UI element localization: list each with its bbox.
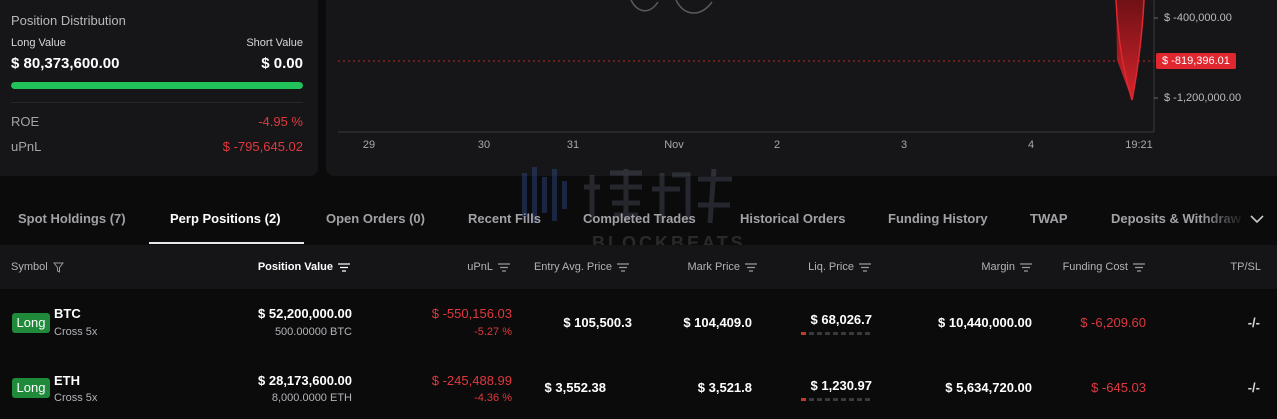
short-value-label: Short Value — [246, 37, 303, 49]
upnl-value: $ -550,156.03 — [431, 306, 512, 321]
funding-cost: $ -6,209.60 — [1080, 315, 1146, 330]
header-label: Symbol — [11, 261, 48, 273]
side-badge: Long — [12, 378, 50, 398]
position-size: 500.00000 BTC — [274, 326, 352, 338]
roe-label: ROE — [11, 114, 40, 129]
long-share-fill — [11, 82, 303, 89]
liq-price: $ 68,026.7 — [810, 312, 872, 327]
x-tick-label: 31 — [566, 139, 580, 151]
leverage: Cross 5x — [54, 326, 98, 338]
pnl-chart[interactable] — [326, 0, 1277, 176]
divider — [11, 102, 303, 103]
header-entry-price[interactable]: Entry Avg. Price — [534, 261, 629, 273]
header-liq-price[interactable]: Liq. Price — [808, 261, 871, 273]
liq-price: $ 1,230.97 — [810, 378, 872, 393]
header-label: Entry Avg. Price — [533, 261, 612, 273]
tpsl-value[interactable]: -/- — [1247, 315, 1260, 330]
pnl-line-recent — [1115, 0, 1145, 101]
sort-icon[interactable] — [1133, 262, 1145, 272]
mark-price: $ 104,409.0 — [683, 315, 752, 330]
active-tab-indicator — [149, 242, 304, 244]
symbol[interactable]: ETH — [54, 373, 80, 388]
upnl-percent: -5.27 % — [474, 326, 512, 338]
entry-price: $ 3,552.38 — [544, 380, 606, 395]
sort-icon[interactable] — [498, 262, 510, 272]
margin: $ 5,634,720.00 — [945, 380, 1032, 395]
mark-price: $ 3,521.8 — [697, 380, 752, 395]
pnl-line-history — [630, 0, 713, 14]
tab-perp-positions[interactable]: Perp Positions (2) — [170, 211, 281, 226]
sort-icon[interactable] — [617, 262, 629, 272]
header-funding-cost[interactable]: Funding Cost — [1063, 261, 1145, 273]
liq-risk-meter — [801, 398, 870, 401]
x-tick-label: 4 — [1027, 139, 1035, 151]
header-label: uPnL — [467, 261, 493, 273]
upnl-percent: -4.36 % — [474, 392, 512, 404]
tab-spot-holdings[interactable]: Spot Holdings (7) — [18, 211, 126, 226]
sort-icon[interactable] — [745, 262, 757, 272]
funding-cost: $ -645.03 — [1091, 380, 1146, 395]
tab-funding-history[interactable]: Funding History — [888, 211, 988, 226]
header-label: Mark Price — [687, 261, 740, 273]
header-mark-price[interactable]: Mark Price — [687, 261, 757, 273]
header-tpsl: TP/SL — [1230, 261, 1261, 273]
chevron-down-icon[interactable] — [1249, 213, 1265, 225]
entry-price: $ 105,500.3 — [563, 315, 632, 330]
x-tick-label: 2 — [773, 139, 781, 151]
positions-tab-bar: Spot Holdings (7) Perp Positions (2) Ope… — [0, 196, 1277, 244]
symbol[interactable]: BTC — [54, 306, 81, 321]
x-tick-label: Nov — [664, 139, 684, 151]
position-value: $ 28,173,600.00 — [258, 373, 352, 388]
table-row[interactable]: Long ETH Cross 5x $ 28,173,600.00 8,000.… — [0, 354, 1277, 418]
current-pnl-tag: $ -819,396.01 — [1156, 53, 1236, 69]
leverage: Cross 5x — [54, 392, 98, 404]
position-size: 8,000.0000 ETH — [271, 392, 352, 404]
header-label: Funding Cost — [1062, 261, 1128, 273]
x-tick-label: 30 — [477, 139, 491, 151]
panel-title: Position Distribution — [11, 13, 126, 28]
liq-risk-meter — [801, 332, 870, 335]
header-label: Position Value — [257, 261, 333, 273]
pnl-drawdown-area — [1116, 0, 1144, 100]
header-symbol[interactable]: Symbol — [11, 261, 64, 273]
tpsl-value[interactable]: -/- — [1247, 380, 1260, 395]
header-margin[interactable]: Margin — [981, 261, 1032, 273]
x-tick-label: 29 — [362, 139, 376, 151]
header-label: Margin — [981, 261, 1015, 273]
position-value: $ 52,200,000.00 — [258, 306, 352, 321]
tab-twap[interactable]: TWAP — [1030, 211, 1068, 226]
sort-icon[interactable] — [1020, 262, 1032, 272]
long-value: $ 80,373,600.00 — [11, 55, 120, 72]
sort-icon[interactable] — [859, 262, 871, 272]
upnl-value: $ -245,488.99 — [431, 373, 512, 388]
roe-value: -4.95 % — [258, 114, 303, 129]
header-label: Liq. Price — [808, 261, 854, 273]
x-tick-label: 3 — [900, 139, 908, 151]
tab-completed-trades[interactable]: Completed Trades — [583, 211, 696, 226]
position-distribution-panel: Position Distribution Long Value Short V… — [0, 0, 318, 176]
upnl-label: uPnL — [11, 139, 42, 154]
tab-open-orders[interactable]: Open Orders (0) — [326, 211, 425, 226]
long-value-label: Long Value — [11, 37, 66, 49]
filter-icon[interactable] — [52, 262, 64, 273]
positions-table-header: Symbol Position Value uPnL Entry Avg. Pr… — [0, 245, 1277, 289]
sort-icon[interactable] — [338, 262, 350, 272]
tab-historical-orders[interactable]: Historical Orders — [740, 211, 846, 226]
table-row[interactable]: Long BTC Cross 5x $ 52,200,000.00 500.00… — [0, 290, 1277, 354]
short-value: $ 0.00 — [261, 55, 303, 72]
tab-recent-fills[interactable]: Recent Fills — [468, 211, 541, 226]
tabs-overflow-fade — [1200, 196, 1277, 244]
header-position-value[interactable]: Position Value — [258, 261, 350, 273]
y-tick-label: $ -400,000.00 — [1164, 12, 1232, 24]
x-tick-label: 19:21 — [1125, 139, 1153, 151]
y-tick-label: $ -1,200,000.00 — [1164, 92, 1242, 104]
upnl-value: $ -795,645.02 — [222, 139, 303, 154]
long-short-ratio-bar — [11, 82, 303, 89]
side-badge: Long — [12, 313, 50, 333]
header-label: TP/SL — [1230, 261, 1261, 273]
header-upnl[interactable]: uPnL — [467, 261, 510, 273]
pnl-chart-panel[interactable]: $ -400,000.00 $ -819,396.01 $ -1,200,000… — [326, 0, 1277, 176]
margin: $ 10,440,000.00 — [938, 315, 1032, 330]
